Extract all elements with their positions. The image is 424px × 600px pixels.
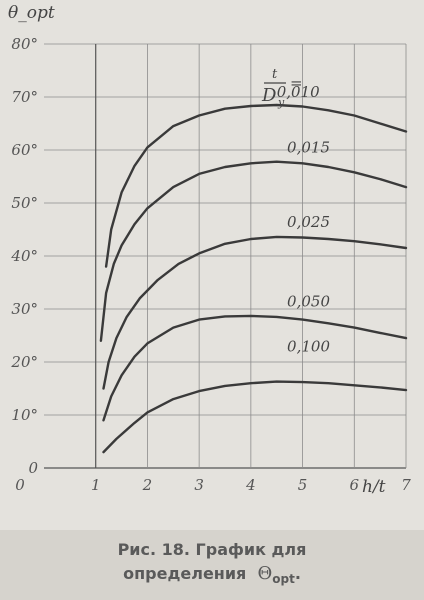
y-tick-20: 20° xyxy=(10,353,38,371)
x-tick-3: 3 xyxy=(194,476,204,494)
x-axis-label: h/t xyxy=(362,477,386,497)
y-tick-50: 50° xyxy=(11,194,38,212)
series-label-0-010: 0,010 xyxy=(277,83,320,101)
y-axis-label: θ_opt xyxy=(8,3,55,23)
caption-end: . xyxy=(294,564,301,583)
y-tick-0: 0 xyxy=(28,459,38,477)
x-tick-labels: 0 1 2 3 4 5 6 7 xyxy=(15,476,411,494)
legend-key-numerator: t xyxy=(272,67,278,82)
caption-line-2: определения Θopt. xyxy=(0,563,424,586)
caption-theta-symbol: Θ xyxy=(257,563,273,584)
y-tick-30: 30° xyxy=(11,300,38,318)
series-label-0-050: 0,050 xyxy=(287,292,330,310)
theta-opt-chart: 0 10° 20° 30° 40° 50° 60° 70° 80° 0 1 2 3 4 5 6 7 0,010… xyxy=(8,3,411,497)
caption-line-1: Рис. 18. График для xyxy=(117,540,307,559)
series-labels: 0,010 0,015 0,025 0,050 0,100 xyxy=(277,83,331,355)
curve-0-015 xyxy=(99,160,408,342)
y-tick-60: 60° xyxy=(11,141,38,159)
x-tick-7: 7 xyxy=(401,476,411,494)
curve-0-025 xyxy=(102,235,408,390)
curve-0-100 xyxy=(102,380,408,454)
series-label-0-015: 0,015 xyxy=(287,139,330,157)
x-tick-5: 5 xyxy=(298,476,308,494)
caption-theta-subscript: opt xyxy=(272,572,295,586)
legend-key-denominator: D xyxy=(261,85,277,106)
legend-key-separator: = xyxy=(290,74,303,92)
caption-text: определения xyxy=(123,564,247,583)
curve-0-010 xyxy=(104,103,408,268)
y-tick-labels: 0 10° 20° 30° 40° 50° 60° 70° 80° xyxy=(10,35,38,477)
x-tick-1: 1 xyxy=(91,476,101,494)
figure-caption: Рис. 18. График для определения Θopt. xyxy=(0,530,424,600)
y-tick-40: 40° xyxy=(10,247,38,265)
series-label-0-100: 0,100 xyxy=(287,337,330,355)
curves xyxy=(99,103,408,454)
legend-key-denominator-sub: y xyxy=(277,96,285,109)
x-tick-0: 0 xyxy=(15,476,25,494)
legend-key: t D y = xyxy=(261,67,303,109)
y-tick-10: 10° xyxy=(11,406,38,424)
x-tick-4: 4 xyxy=(245,476,256,494)
curve-0-050 xyxy=(102,314,408,422)
x-tick-2: 2 xyxy=(142,476,153,494)
y-tick-80: 80° xyxy=(11,35,38,53)
series-label-0-025: 0,025 xyxy=(287,213,330,231)
x-tick-6: 6 xyxy=(350,476,360,494)
y-tick-70: 70° xyxy=(11,88,38,106)
